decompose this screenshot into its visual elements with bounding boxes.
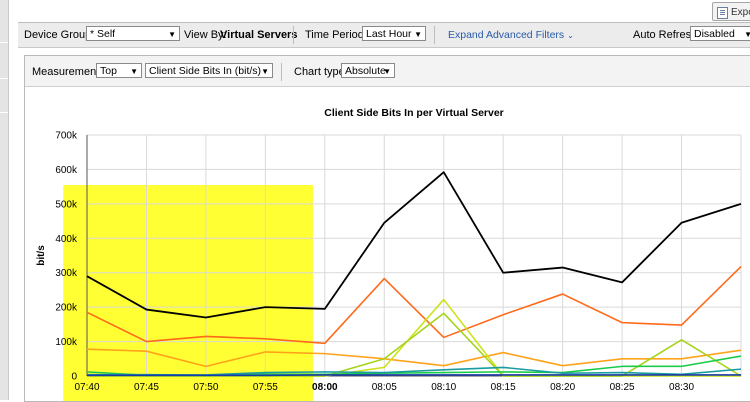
auto-refresh-label: Auto Refresh: [633, 27, 697, 43]
line-chart: Client Side Bits In per Virtual Server 0 1…: [25, 56, 750, 401]
y-tick-label: 700k: [55, 131, 78, 142]
x-tick-label: 08:05: [372, 382, 397, 393]
export-label: Expo: [731, 7, 750, 18]
y-tick-label: 300k: [55, 268, 78, 279]
view-by-value[interactable]: Virtual Servers: [220, 27, 297, 43]
time-period-select[interactable]: Last Hour ▼: [362, 26, 426, 41]
filter-bar: Device Group: * Self ▼ View By: Virtual …: [18, 22, 750, 48]
auto-refresh-value: Disabled: [694, 28, 735, 40]
expand-advanced-filters-link[interactable]: Expand Advanced Filters ⌄: [448, 27, 574, 43]
chevron-down-icon: ▼: [168, 27, 176, 41]
x-tick-label: 07:40: [74, 382, 99, 393]
export-button[interactable]: Expo: [712, 2, 750, 21]
selection-highlight: [63, 185, 313, 401]
device-group-label: Device Group:: [24, 27, 94, 43]
y-tick-label: 0: [71, 372, 77, 383]
auto-refresh-select[interactable]: Disabled ▼: [690, 26, 750, 41]
double-chevron-down-icon: ⌄: [567, 31, 574, 40]
x-tick-label: 08:15: [491, 382, 516, 393]
export-icon: [717, 7, 728, 19]
y-tick-label: 100k: [55, 337, 78, 348]
left-sidebar-strip: [0, 0, 9, 400]
x-tick-label: 08:25: [610, 382, 635, 393]
x-tick-label: 07:45: [134, 382, 159, 393]
chevron-down-icon: ▼: [414, 27, 422, 41]
device-group-value: * Self: [90, 28, 115, 40]
x-tick-label: 07:55: [253, 382, 278, 393]
y-tick-label: 200k: [55, 303, 78, 314]
device-group-select[interactable]: * Self ▼: [86, 26, 180, 41]
time-period-value: Last Hour: [366, 28, 412, 40]
divider: [293, 26, 294, 44]
time-period-label: Time Period:: [305, 27, 367, 43]
chart-title: Client Side Bits In per Virtual Server: [324, 107, 504, 119]
divider: [434, 26, 435, 44]
x-tick-label: 08:10: [431, 382, 456, 393]
x-tick-label: 08:20: [550, 382, 575, 393]
y-axis-label: bit/s: [36, 245, 47, 266]
chevron-down-icon: ▼: [744, 27, 750, 41]
x-tick-label: 08:00: [312, 382, 338, 393]
y-tick-label: 500k: [55, 199, 78, 210]
y-tick-label: 400k: [55, 234, 78, 245]
x-tick-label: 08:30: [669, 382, 694, 393]
chart-panel: Measurement: Top ▼ Client Side Bits In (…: [24, 55, 750, 402]
y-tick-label: 600k: [55, 165, 78, 176]
x-tick-label: 07:50: [193, 382, 218, 393]
